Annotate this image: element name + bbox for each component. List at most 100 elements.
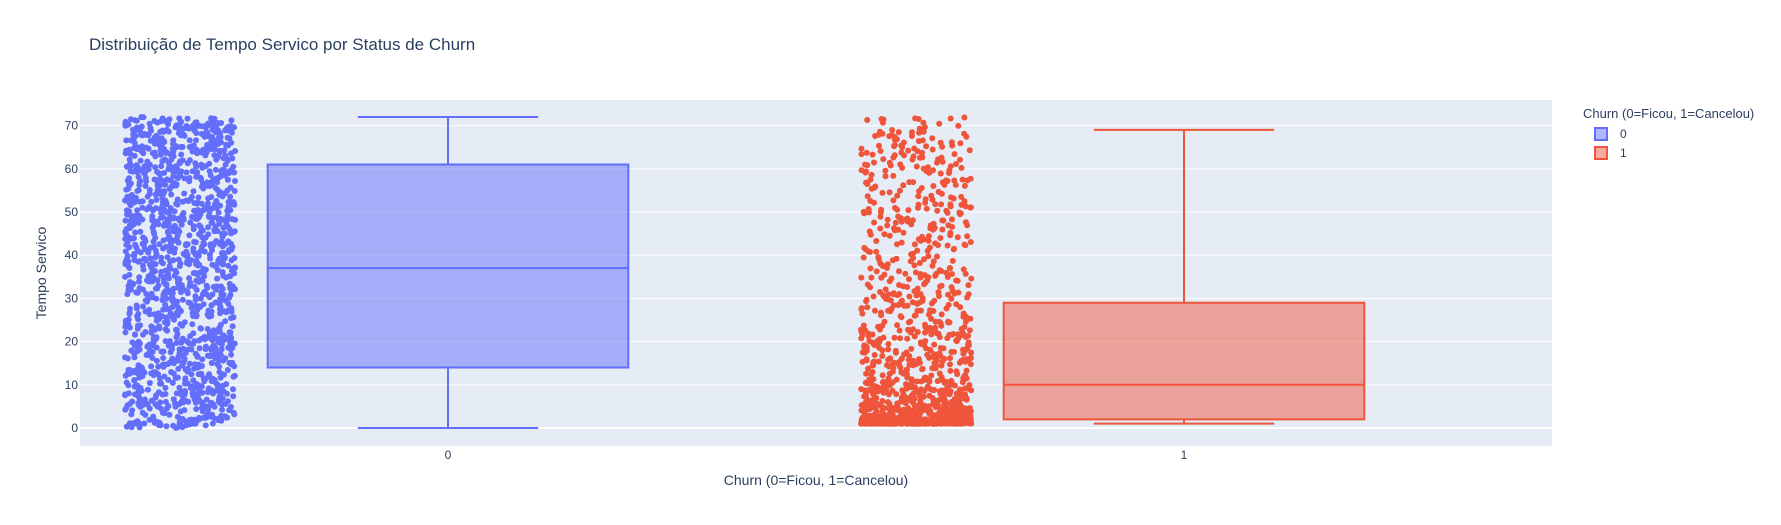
legend-label[interactable]: 1 (1620, 146, 1627, 160)
data-point (156, 175, 163, 182)
data-point (896, 327, 903, 334)
data-point (877, 148, 884, 154)
data-point (873, 238, 880, 244)
data-point (196, 231, 203, 238)
data-point (904, 335, 911, 342)
legend-label[interactable]: 0 (1620, 127, 1627, 141)
data-point (960, 313, 967, 320)
data-point (229, 216, 236, 223)
legend-swatch[interactable] (1594, 127, 1608, 141)
data-point (963, 133, 970, 140)
data-point (144, 401, 151, 408)
data-point (183, 169, 190, 176)
data-point (187, 300, 194, 307)
data-point (953, 161, 959, 167)
data-point (135, 174, 142, 180)
data-point (892, 134, 899, 141)
data-point (206, 373, 213, 379)
data-point (133, 117, 140, 124)
data-point (892, 418, 899, 425)
data-point (211, 415, 218, 422)
data-point (134, 145, 141, 152)
data-point (182, 350, 189, 356)
data-point (202, 422, 209, 429)
data-point (909, 378, 916, 384)
data-point (217, 387, 224, 394)
data-point (906, 276, 912, 283)
data-point (918, 185, 925, 191)
data-point (158, 205, 164, 212)
data-point (858, 274, 865, 281)
data-point (229, 155, 236, 162)
data-point (168, 369, 175, 375)
data-point (885, 391, 892, 398)
y-tick-labels: 0 10 20 30 40 50 60 70 (65, 119, 79, 435)
data-point (206, 214, 212, 220)
data-point (190, 270, 197, 277)
data-point (935, 188, 942, 195)
data-point (883, 380, 890, 386)
legend-swatch[interactable] (1594, 146, 1608, 160)
data-point (912, 115, 919, 122)
data-point (216, 220, 223, 227)
legend-title: Churn (0=Ficou, 1=Cancelou) (1583, 106, 1754, 121)
data-point (151, 243, 157, 250)
data-point (141, 420, 148, 427)
data-point (870, 293, 877, 300)
data-point (154, 168, 161, 175)
data-point (227, 329, 234, 336)
data-point (885, 356, 892, 363)
data-point (885, 375, 892, 382)
data-point (186, 137, 193, 144)
data-point (147, 255, 154, 262)
data-point (938, 282, 945, 289)
data-point (148, 329, 155, 336)
data-point (122, 248, 129, 255)
data-point (174, 331, 181, 338)
data-point (204, 182, 211, 189)
data-point (917, 274, 924, 281)
data-point (214, 267, 221, 273)
data-point (894, 292, 901, 299)
data-point (926, 346, 933, 353)
data-point (940, 217, 947, 224)
data-point (897, 215, 904, 222)
data-point (194, 262, 201, 269)
data-point (231, 363, 238, 370)
data-point (232, 178, 238, 184)
data-point (222, 413, 228, 420)
data-point (123, 186, 130, 193)
data-point (220, 357, 226, 364)
data-point (947, 367, 954, 374)
data-point (164, 228, 171, 235)
data-point (137, 322, 144, 329)
data-point (961, 114, 968, 121)
data-point (882, 173, 889, 180)
data-point (153, 295, 160, 302)
data-point (858, 386, 865, 393)
data-point (860, 254, 867, 261)
data-point (216, 138, 223, 145)
data-point (213, 238, 220, 244)
data-point (160, 191, 167, 198)
data-point (181, 319, 188, 326)
data-point (957, 393, 964, 400)
data-point (869, 151, 876, 158)
data-point (169, 379, 176, 386)
data-point (925, 253, 932, 260)
data-point (128, 347, 135, 354)
data-point (204, 200, 211, 207)
data-point (162, 220, 168, 227)
data-point (914, 378, 921, 385)
data-point (962, 372, 969, 379)
data-point (958, 164, 965, 171)
data-point (190, 188, 197, 195)
data-point (961, 324, 968, 330)
data-point (228, 334, 235, 341)
data-point (181, 190, 188, 197)
data-point (136, 215, 143, 222)
data-point (947, 201, 954, 208)
data-point (158, 254, 165, 261)
data-point (915, 356, 922, 363)
data-point (862, 400, 869, 407)
